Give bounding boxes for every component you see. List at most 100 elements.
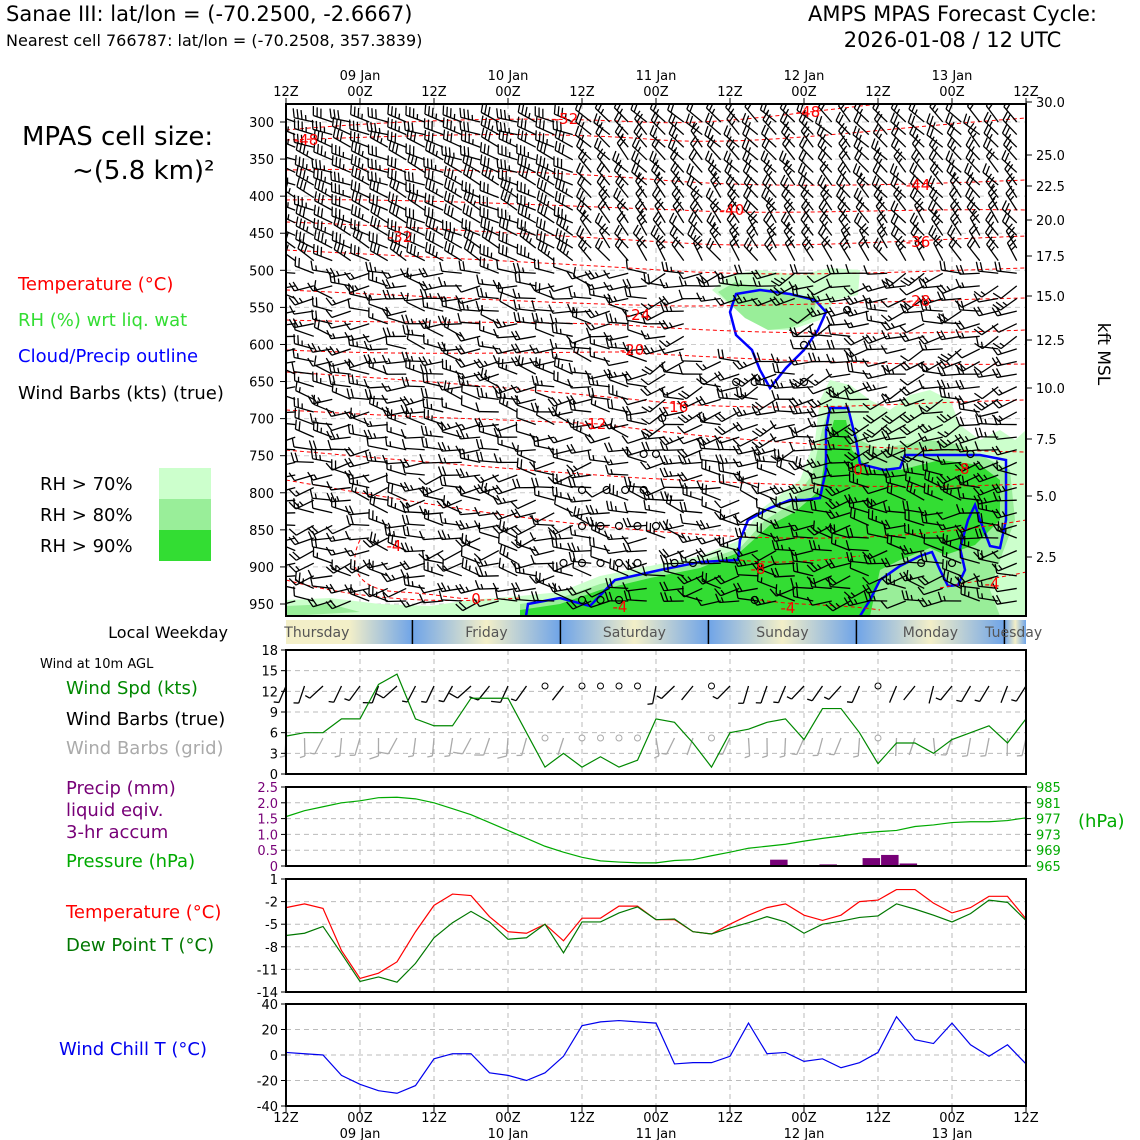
wind-barb <box>425 178 444 199</box>
wind-barb <box>876 210 888 236</box>
wind-barb <box>732 458 758 468</box>
wind-barb <box>441 145 462 161</box>
wind-barb <box>946 136 962 161</box>
wind-barb <box>530 591 555 602</box>
weekday-name: Sunday <box>756 625 808 641</box>
wind-barb <box>959 548 980 564</box>
wind-barb <box>825 509 851 520</box>
wind-barb <box>688 212 703 236</box>
wind-barb <box>965 136 981 161</box>
wind-barb <box>967 122 981 148</box>
wind-barb <box>624 374 647 388</box>
wind-barb <box>614 123 629 148</box>
wind-barb <box>732 421 758 432</box>
wind-barb <box>624 286 647 300</box>
wind-barb <box>516 457 537 476</box>
wind-barb <box>819 211 833 236</box>
wind-barb <box>964 162 981 186</box>
calm-marker <box>602 485 611 495</box>
wind-barb <box>344 410 370 420</box>
wind-barb <box>784 235 796 261</box>
wind-barb <box>659 278 684 289</box>
wind-barb <box>534 319 555 337</box>
wind-barb <box>839 235 851 262</box>
wind-barb <box>893 148 907 173</box>
wind-barb <box>288 499 315 510</box>
wind-barb <box>948 236 962 262</box>
wind-barb <box>331 193 351 211</box>
tlabel: -8 <box>955 460 970 478</box>
wind-barb <box>552 472 573 489</box>
wind-barb <box>473 520 499 530</box>
wind-barb <box>976 499 999 514</box>
wind-barb <box>960 584 980 602</box>
wind-barb <box>455 370 481 380</box>
wind-barb <box>459 107 481 123</box>
wind-barb <box>789 441 814 452</box>
wind-barb <box>965 174 981 199</box>
wind-barb <box>661 261 684 274</box>
wind-barb <box>634 110 648 135</box>
pressure-label: Pressure (hPa) <box>66 851 195 872</box>
wind-barb <box>478 522 499 539</box>
wind-barb <box>780 212 796 236</box>
wind-barb <box>890 175 907 199</box>
calm-marker <box>634 734 641 742</box>
wind-barb <box>438 685 454 703</box>
top-date-label: 11 Jan <box>636 69 677 84</box>
wind-barb <box>914 235 925 261</box>
wind-barb <box>685 113 703 136</box>
wind-barb <box>864 464 888 476</box>
bottom-tick-label: 00Z <box>791 1111 817 1126</box>
wind-barb <box>513 311 536 325</box>
wind-barb <box>849 507 870 526</box>
tlabel: -36 <box>906 233 931 251</box>
wind-barb <box>603 442 629 453</box>
cycle-time: 2026-01-08 / 12 UTC <box>843 28 1062 52</box>
wind-barb <box>473 474 499 484</box>
wind-barb <box>579 210 592 236</box>
wind-barb <box>455 331 481 342</box>
wind-barb <box>770 272 796 287</box>
wind-barb <box>455 344 481 355</box>
wind-barb <box>439 475 462 489</box>
kft-tick-label: 2.5 <box>1036 551 1057 566</box>
wind-barb <box>696 277 721 288</box>
wind-barb <box>812 520 833 539</box>
weekday-cell <box>1004 620 1026 644</box>
wind-barb <box>801 198 814 224</box>
wind-barb <box>862 433 888 443</box>
wind-barb <box>829 523 851 539</box>
wind-barb <box>741 112 759 136</box>
wind-barb <box>872 104 888 123</box>
wind-barb <box>800 211 814 236</box>
wind-barb <box>955 504 980 514</box>
wind-barb <box>286 271 296 274</box>
wind-barb <box>678 276 703 287</box>
wind-barb <box>724 162 740 186</box>
wind-barb <box>288 550 315 561</box>
wind-barb <box>603 269 629 279</box>
wind-barb <box>847 461 869 476</box>
wind-barb <box>286 231 296 249</box>
wind-barb <box>853 112 870 136</box>
wind-barb <box>535 116 555 136</box>
wind-barb <box>386 459 407 476</box>
wind-barb <box>401 502 425 514</box>
wind-barb <box>677 533 703 544</box>
wind-barb <box>475 451 499 464</box>
wind-barb <box>347 373 370 388</box>
wind-barb <box>554 127 574 148</box>
wind-barb <box>900 348 925 362</box>
wind-barb <box>349 584 370 602</box>
wind-barb <box>747 210 759 236</box>
wind-barb <box>606 500 629 514</box>
wind-barb <box>387 104 407 123</box>
tlabel: -12 <box>582 415 607 433</box>
wind-barb <box>387 482 407 501</box>
wind-barb <box>641 314 666 325</box>
wind-barb <box>826 453 851 464</box>
isotherm-m52 <box>286 104 881 131</box>
wind-barb <box>911 148 925 173</box>
wind-barb <box>422 372 444 388</box>
